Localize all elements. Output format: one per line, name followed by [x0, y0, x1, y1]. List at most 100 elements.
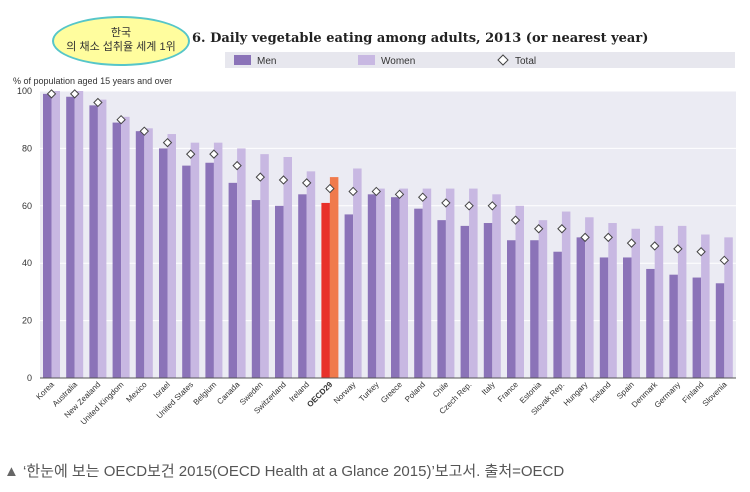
marker-total: [696, 247, 706, 257]
triangle-icon: ▲: [4, 463, 19, 480]
bars: [43, 91, 733, 379]
bar-women: [469, 188, 478, 378]
total-markers: [46, 89, 730, 266]
bar-men: [182, 165, 191, 378]
bar-women: [724, 237, 733, 378]
bar-men: [298, 194, 307, 378]
marker-total: [209, 149, 219, 159]
y-tick-label: 40: [22, 258, 32, 268]
bar-men: [623, 257, 632, 378]
bar-women: [283, 157, 292, 378]
bar-men: [275, 205, 284, 378]
marker-total: [325, 183, 335, 194]
bar-women: [306, 171, 316, 378]
bar-women: [97, 99, 107, 379]
gridlines: [40, 90, 736, 322]
bar-women: [445, 188, 455, 378]
marker-total: [417, 192, 428, 202]
bar-women: [121, 116, 130, 378]
x-tick-label: United Kingdom: [79, 380, 126, 427]
legend-label-total: Total: [515, 56, 536, 67]
bar-men: [483, 223, 493, 378]
bar-men: [576, 237, 586, 378]
bar-men: [228, 182, 238, 378]
bar-men: [367, 194, 377, 378]
marker-total: [580, 232, 590, 243]
marker-total: [255, 172, 266, 182]
marker-total: [348, 186, 358, 197]
x-tick-label: Israel: [152, 380, 172, 400]
marker-total: [441, 198, 451, 208]
marker-total: [510, 215, 521, 225]
legend-label-men: Men: [257, 56, 276, 67]
x-tick-label: Slovenia: [701, 380, 729, 408]
bar-men: [553, 251, 562, 378]
bar-men: [507, 240, 516, 378]
x-tick-label: Canada: [215, 380, 242, 407]
bar-men: [692, 277, 702, 378]
marker-total: [487, 201, 498, 211]
bar-men: [715, 283, 725, 378]
bar-men: [89, 105, 98, 378]
marker-total: [93, 97, 103, 108]
bar-women: [654, 225, 664, 378]
bar-men: [135, 131, 145, 378]
bar-women: [492, 194, 501, 378]
bar-women: [585, 217, 594, 378]
bar-women: [144, 128, 153, 378]
caption: ▲ ‘한눈에 보는 OECD보건 2015(OECD Health at a G…: [4, 460, 564, 481]
x-tick-label: France: [496, 380, 520, 404]
marker-total: [719, 255, 730, 266]
bar-women: [51, 91, 60, 378]
legend-background: [225, 52, 735, 68]
legend-label-women: Women: [381, 56, 415, 67]
bar-women: [561, 211, 571, 378]
x-tick-label: Italy: [480, 380, 497, 397]
x-tick-label: Poland: [403, 380, 427, 404]
bar-men: [251, 200, 261, 378]
marker-total: [464, 201, 474, 211]
bar-women: [353, 168, 362, 378]
bar-men: [437, 220, 446, 378]
x-tick-label: Turkey: [357, 380, 380, 403]
y-tick-label: 80: [22, 143, 32, 153]
x-tick-label: Spain: [615, 380, 636, 401]
annotation-title: 한국: [110, 27, 132, 39]
bar-men: [599, 257, 609, 378]
marker-total: [301, 178, 312, 188]
x-tick-label: Mexico: [124, 380, 149, 405]
annotation-bubble: 한국 의 채소 섭취율 세계 1위: [52, 16, 190, 66]
bar-men: [669, 274, 678, 378]
x-tick-label: Greece: [379, 380, 404, 405]
bar-women: [677, 225, 687, 378]
bar-men: [112, 122, 122, 378]
bar-men: [391, 197, 400, 378]
marker-total: [185, 149, 196, 159]
bar-women: [260, 154, 269, 378]
y-tick-label: 60: [22, 201, 32, 211]
x-tick-label: Chile: [431, 380, 451, 400]
bar-women: [631, 228, 640, 378]
marker-total: [116, 114, 126, 125]
marker-total: [673, 244, 683, 254]
caption-text: ‘한눈에 보는 OECD보건 2015(OECD Health at a Gla…: [23, 463, 565, 480]
bar-women: [74, 91, 84, 378]
bar-men: [43, 93, 52, 379]
x-tick-label: OECD29: [305, 380, 334, 409]
x-tick-label: Korea: [34, 380, 56, 402]
legend-swatch-total: [497, 54, 509, 66]
x-tick-label: Norway: [332, 380, 358, 406]
bar-women: [237, 148, 246, 378]
bar-men: [66, 96, 75, 379]
bar-women: [376, 188, 385, 378]
y-tick-label: 100: [17, 86, 32, 96]
marker-total: [162, 137, 173, 148]
legend-swatch-women: [358, 55, 375, 65]
bar-men: [646, 268, 655, 378]
y-tick-label: 20: [22, 316, 32, 326]
bar-women: [167, 134, 176, 378]
marker-total: [278, 175, 289, 185]
bar-women: [608, 223, 617, 378]
